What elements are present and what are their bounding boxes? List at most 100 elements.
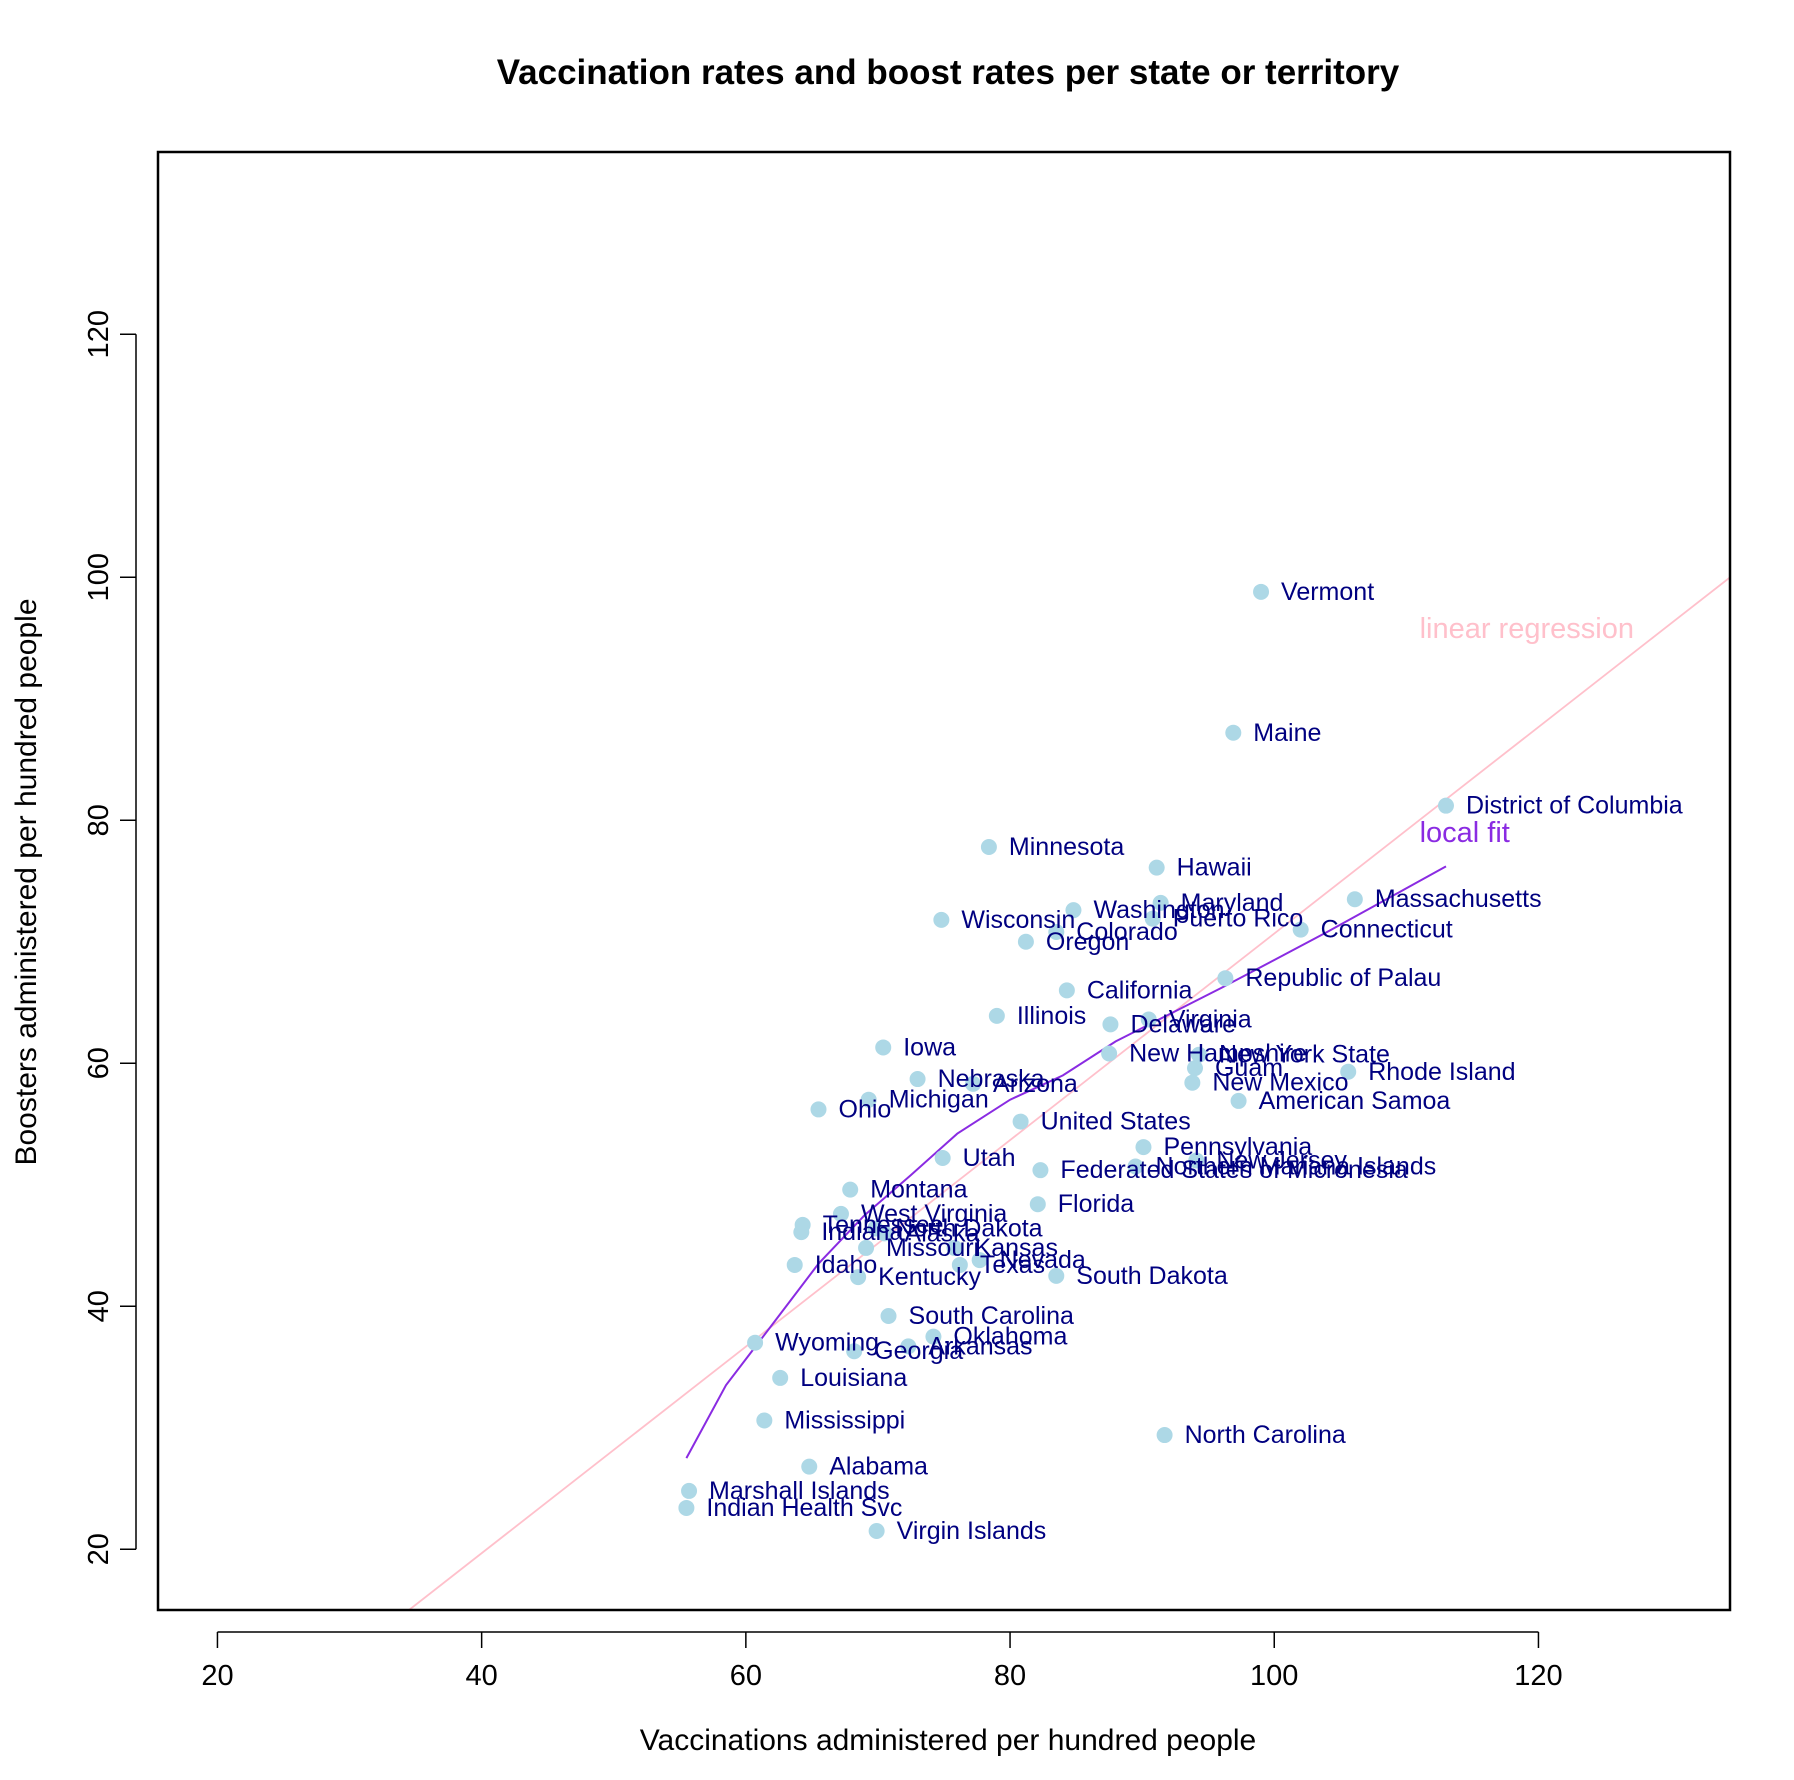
point-label: New Jersey [1216, 1146, 1347, 1174]
x-tick-label: 80 [994, 1660, 1026, 1692]
point-label: American Samoa [1259, 1087, 1451, 1115]
point-labels: Vermont Maine District of Columbia Minnesot… [706, 578, 1682, 1545]
point-label: Minnesota [1009, 833, 1124, 861]
point-label: Mississippi [784, 1406, 905, 1434]
data-point [868, 1523, 885, 1540]
point-label: Rhode Island [1368, 1058, 1515, 1086]
point-label: Connecticut [1321, 916, 1453, 944]
data-point [1186, 1060, 1203, 1077]
point-label: North Carolina [1185, 1421, 1346, 1449]
data-point [1230, 1092, 1247, 1109]
data-point [678, 1499, 695, 1516]
x-tick-label: 40 [466, 1660, 498, 1692]
point-label: Alaska [905, 1219, 980, 1247]
point-label: Colorado [1076, 918, 1177, 946]
data-point [846, 1343, 863, 1360]
point-label: Illinois [1017, 1002, 1086, 1030]
point-label: Ohio [839, 1095, 892, 1123]
y-tick-label: 60 [83, 1047, 115, 1079]
data-point [1225, 724, 1242, 741]
data-point [801, 1458, 818, 1475]
data-point [1140, 1011, 1157, 1028]
point-label: Nevada [1000, 1246, 1086, 1274]
data-point [1188, 1152, 1205, 1169]
data-point [1017, 933, 1034, 950]
data-point [1012, 1113, 1029, 1130]
point-label: United States [1041, 1108, 1191, 1136]
x-tick-label: 20 [201, 1660, 233, 1692]
data-point [756, 1412, 773, 1429]
data-point [747, 1334, 764, 1351]
data-point [842, 1181, 859, 1198]
point-label: Oregon [1046, 928, 1129, 956]
x-tick-label: 120 [1514, 1660, 1562, 1692]
data-point [1190, 1046, 1207, 1063]
data-point [971, 1252, 988, 1269]
data-point [858, 1239, 875, 1256]
linear-regression-label: linear regression [1420, 613, 1634, 645]
data-point [1152, 894, 1169, 911]
data-point [810, 1101, 827, 1118]
point-label: West Virginia [861, 1200, 1007, 1228]
data-point [1292, 921, 1309, 938]
x-tick-label: 60 [730, 1660, 762, 1692]
data-point [988, 1007, 1005, 1024]
data-point [909, 1071, 926, 1088]
data-point [1065, 902, 1082, 919]
local-fit-label: local fit [1420, 817, 1510, 849]
point-label: Oklahoma [953, 1323, 1067, 1351]
point-label: Michigan [889, 1086, 989, 1114]
data-point [1184, 1074, 1201, 1091]
point-label: Indiana [821, 1218, 903, 1246]
data-point [876, 1225, 893, 1242]
data-point [1340, 1063, 1357, 1080]
point-label: Arkansas [928, 1332, 1032, 1360]
point-label: Hawaii [1177, 854, 1252, 882]
point-label: Tennessee [823, 1211, 944, 1239]
data-point [951, 1256, 968, 1273]
y-tick-label: 20 [83, 1533, 115, 1565]
point-label: Arizona [993, 1070, 1078, 1098]
point-label: Florida [1058, 1190, 1135, 1218]
point-label: Wisconsin [961, 906, 1075, 934]
point-label: Federated States of Micronesia [1060, 1156, 1407, 1184]
data-point [1148, 859, 1165, 876]
data-point [1029, 1196, 1046, 1213]
data-point [1156, 1427, 1173, 1444]
point-label: Texas [980, 1251, 1045, 1279]
point-label: Utah [963, 1144, 1016, 1172]
point-label: California [1087, 976, 1193, 1004]
data-point [980, 838, 997, 855]
point-label: Missouri [886, 1234, 979, 1262]
x-tick-label: 100 [1250, 1660, 1298, 1692]
data-point [875, 1039, 892, 1056]
data-point [1346, 891, 1363, 908]
point-label: Virgin Islands [897, 1517, 1047, 1545]
point-label: Republic of Palau [1245, 964, 1441, 992]
data-point [1058, 982, 1075, 999]
point-label: Marshall Islands [709, 1477, 890, 1505]
point-label: Louisiana [800, 1364, 907, 1392]
data-point [1048, 924, 1065, 941]
data-point [1144, 910, 1161, 927]
data-point [1437, 797, 1454, 814]
y-tick-label: 100 [83, 553, 115, 601]
point-label: New Mexico [1212, 1069, 1348, 1097]
data-point [1032, 1162, 1049, 1179]
point-label: Wyoming [775, 1329, 879, 1357]
point-label: South Carolina [909, 1302, 1074, 1330]
point-label: Maine [1253, 719, 1321, 747]
data-point [793, 1224, 810, 1241]
point-label: Guam [1215, 1054, 1283, 1082]
y-axis-label: Boosters administered per hundred people [10, 598, 43, 1165]
point-label: Idaho [815, 1251, 878, 1279]
data-point [925, 1328, 942, 1345]
x-axis-label: Vaccinations administered per hundred pe… [640, 1724, 1257, 1757]
data-point [850, 1269, 867, 1286]
data-point [1127, 1158, 1144, 1175]
data-point [934, 1150, 951, 1167]
point-label: Indian Health Svc [706, 1494, 902, 1522]
point-label: Alabama [829, 1453, 928, 1481]
point-label: Georgia [874, 1337, 963, 1365]
